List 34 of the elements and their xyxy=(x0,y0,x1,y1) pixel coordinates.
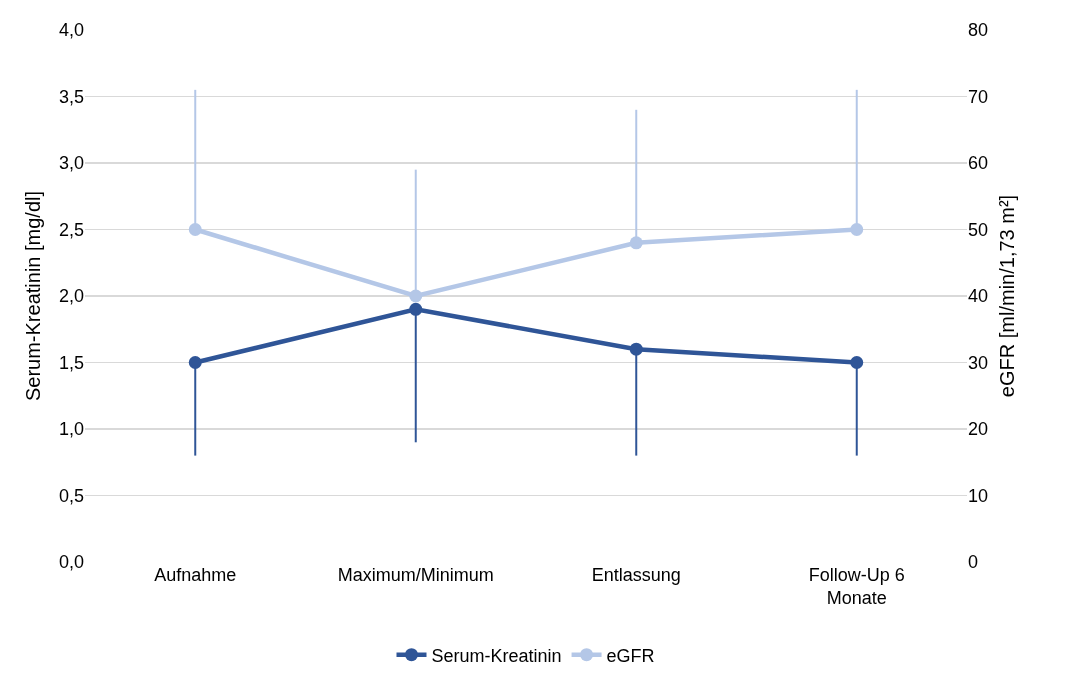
y-tick-label: 2,5 xyxy=(58,219,84,240)
y-tick-label: 1,0 xyxy=(58,419,84,440)
y-tick-label: 3,0 xyxy=(58,153,84,174)
x-tick-label: Entlassung xyxy=(591,565,681,585)
legend-label: eGFR xyxy=(606,645,655,666)
y2-tick-label: 20 xyxy=(968,419,989,440)
point xyxy=(629,342,643,356)
y-tick-label: 0,0 xyxy=(58,552,84,573)
y2-tick-label: 60 xyxy=(968,153,989,174)
y2-axis-title: eGFR [ml/min/1,73 m²] xyxy=(995,194,1018,398)
point xyxy=(850,223,864,236)
y-tick-label: 2,0 xyxy=(58,286,84,307)
point xyxy=(629,236,643,250)
legend-label: Serum-Kreatinin xyxy=(431,645,562,666)
x-tick-label: Aufnahme xyxy=(154,565,237,585)
point xyxy=(188,356,202,369)
point xyxy=(850,356,864,369)
y2-tick-label: 0 xyxy=(968,552,979,573)
y2-tick-label: 50 xyxy=(968,219,989,240)
y2-tick-label: 10 xyxy=(968,485,989,506)
point xyxy=(409,289,423,303)
y-tick-label: 3,5 xyxy=(58,86,84,107)
x-tick-label: Maximum/Minimum xyxy=(337,565,494,585)
y-axis-title: Serum-Kreatinin [mg/dl] xyxy=(22,190,45,402)
y2-tick-label: 80 xyxy=(968,20,989,41)
y2-tick-label: 70 xyxy=(968,86,989,107)
y-tick-label: 1,5 xyxy=(58,352,84,373)
y-tick-label: 4,0 xyxy=(58,20,84,41)
x-tick-label: Follow-Up 6 Monate xyxy=(808,565,905,609)
y2-tick-label: 40 xyxy=(968,286,989,307)
y2-tick-label: 30 xyxy=(968,352,989,373)
y-tick-label: 0,5 xyxy=(58,485,84,506)
point xyxy=(409,302,423,316)
point xyxy=(188,223,202,236)
